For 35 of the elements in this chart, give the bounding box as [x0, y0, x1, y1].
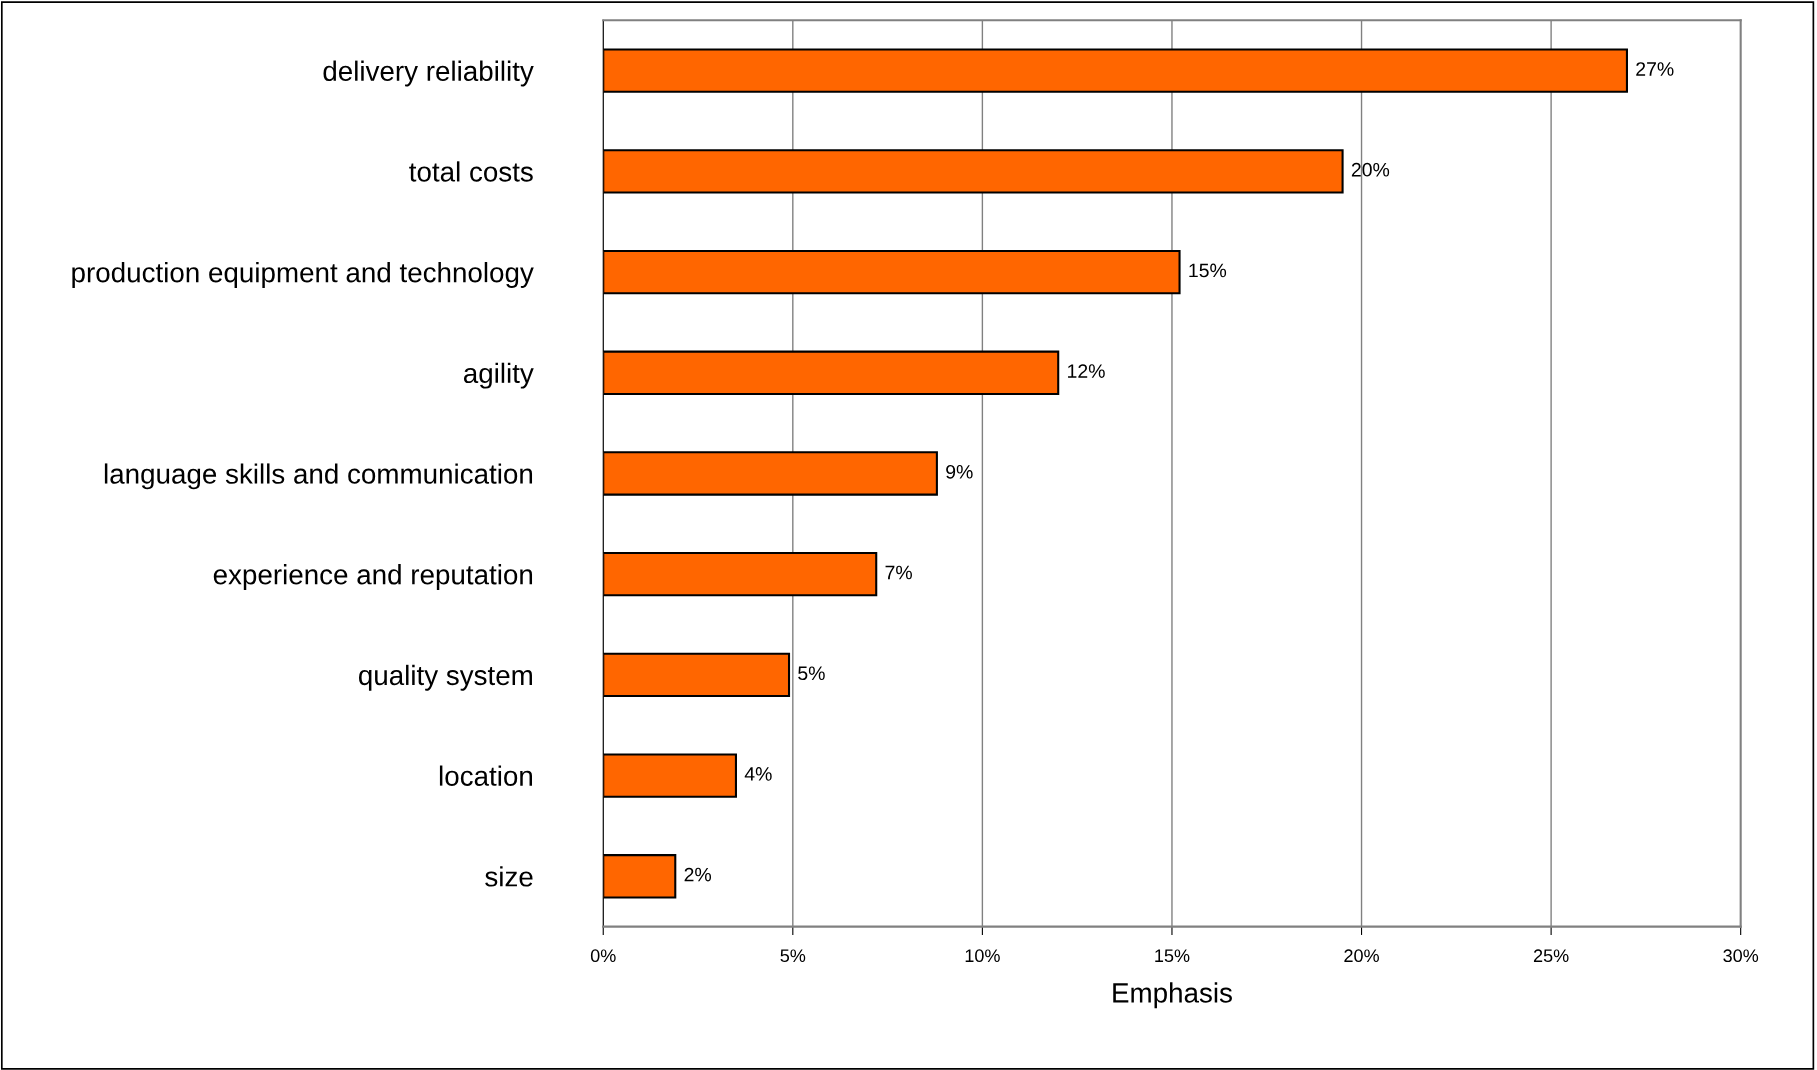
bar — [603, 652, 791, 698]
bar — [603, 551, 878, 597]
y-tick-label: agility — [463, 362, 534, 389]
data-label: 2% — [684, 867, 712, 882]
y-tick-label: production equipment and technology — [72, 262, 534, 288]
x-axis-title: Emphasis — [1113, 982, 1232, 1009]
x-tick-label: 20% — [1344, 949, 1379, 963]
y-tick-label: language skills and communication — [104, 463, 533, 490]
x-tick-label: 15% — [1155, 949, 1190, 963]
bar — [603, 854, 677, 899]
bar — [603, 350, 1060, 395]
data-label: 7% — [885, 565, 912, 580]
y-tick-label: total costs — [409, 161, 533, 182]
x-tick-label: 10% — [965, 949, 1000, 963]
bar — [603, 249, 1181, 295]
y-tick-label: experience and reputation — [213, 564, 533, 590]
data-label: 12% — [1068, 364, 1105, 378]
y-tick-label: location — [439, 765, 532, 786]
bar — [603, 48, 1628, 93]
data-label: 4% — [744, 767, 772, 781]
y-tick-label: delivery reliability — [323, 60, 534, 87]
bar — [603, 149, 1344, 194]
x-tick-label: 0% — [590, 949, 616, 963]
x-tick-label: 25% — [1533, 949, 1569, 963]
x-tick-label: 5% — [780, 949, 806, 963]
y-tick-label: size — [485, 866, 533, 887]
data-label: 15% — [1189, 263, 1227, 278]
bar — [603, 451, 938, 496]
data-label: 20% — [1351, 162, 1390, 177]
data-label: 9% — [946, 464, 973, 479]
x-tick-label: 30% — [1723, 949, 1759, 963]
bar — [603, 753, 737, 798]
data-label: 5% — [798, 666, 825, 681]
y-tick-label: quality system — [358, 664, 532, 691]
data-label: 27% — [1636, 62, 1674, 76]
